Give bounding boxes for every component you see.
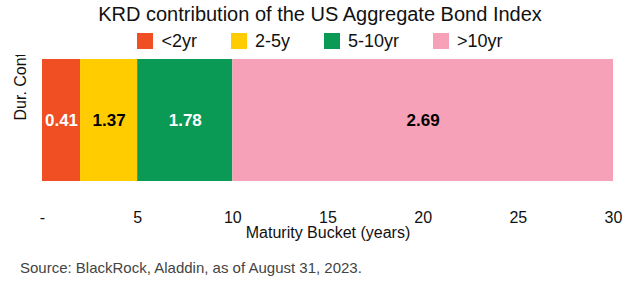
svg-text:2.69: 2.69 bbox=[407, 111, 440, 130]
svg-text:Maturity Bucket (years): Maturity Bucket (years) bbox=[246, 224, 410, 241]
html-text:<2yr: <2yr bbox=[161, 31, 197, 51]
svg-text:-: - bbox=[40, 209, 45, 226]
html-text:Source: BlackRock, Aladdin, as: Source: BlackRock, Aladdin, as of August… bbox=[20, 259, 362, 276]
svg-text:15: 15 bbox=[319, 208, 337, 226]
svg-text:5: 5 bbox=[133, 209, 142, 226]
svg-text:20: 20 bbox=[414, 209, 432, 226]
html-text:2-5y: 2-5y bbox=[255, 31, 290, 51]
svg-text:0.41: 0.41 bbox=[45, 111, 78, 130]
svg-text:Dur. Cont.: Dur. Cont. bbox=[12, 55, 29, 121]
svg-text:1.37: 1.37 bbox=[93, 111, 126, 130]
html-text:5-10yr: 5-10yr bbox=[348, 31, 399, 51]
svg-text:30: 30 bbox=[605, 209, 623, 226]
svg-text:10: 10 bbox=[224, 209, 242, 226]
svg-text:25: 25 bbox=[509, 209, 527, 226]
html-text:KRD contribution of the US Agg: KRD contribution of the US Aggregate Bon… bbox=[98, 3, 542, 25]
svg-text:1.78: 1.78 bbox=[169, 111, 202, 130]
html-text:>10yr: >10yr bbox=[457, 31, 503, 51]
